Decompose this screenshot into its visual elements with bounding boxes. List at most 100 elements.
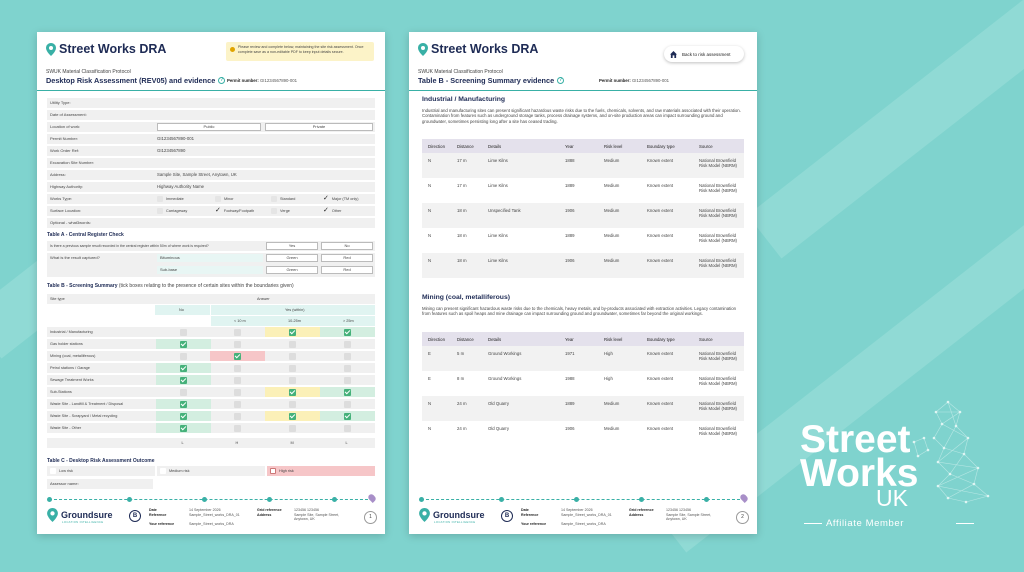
works-major-checkbox[interactable]: ✓ Major (TM only) xyxy=(323,195,359,202)
assessor-name-field[interactable]: Assessor name: xyxy=(47,479,153,489)
screening-checkbox[interactable] xyxy=(180,377,187,384)
low-risk-checkbox[interactable]: Low risk xyxy=(50,466,73,476)
excavation-site-field[interactable]: Excavation Site Number: xyxy=(47,158,375,168)
register-result-row: What is the result captured? Bituminous … xyxy=(47,253,375,277)
protocol-label: SWUK Material Classification Protocol xyxy=(46,69,131,75)
works-immediate-checkbox[interactable]: Immediate xyxy=(157,194,184,204)
table-cell: 1889 xyxy=(565,183,575,188)
screening-checkbox[interactable] xyxy=(289,401,296,408)
affiliate-member-label: Affiliate Member xyxy=(826,518,905,529)
help-icon[interactable]: ? xyxy=(218,77,226,84)
medium-risk-checkbox[interactable]: Medium risk xyxy=(160,466,189,476)
register-no-option[interactable]: No xyxy=(321,242,373,250)
groundsure-logo: Groundsure xyxy=(47,508,113,522)
screening-checkbox[interactable] xyxy=(344,365,351,372)
screening-checkbox[interactable] xyxy=(180,341,187,348)
screening-checkbox[interactable] xyxy=(234,389,241,396)
utility-type-field[interactable]: Utility Type: xyxy=(47,98,375,108)
screening-checkbox[interactable] xyxy=(234,329,241,336)
screening-checkbox[interactable] xyxy=(289,341,296,348)
surface-verge-checkbox[interactable]: Verge xyxy=(271,206,290,216)
screening-checkbox[interactable] xyxy=(234,341,241,348)
screening-checkbox[interactable] xyxy=(234,377,241,384)
column-header: Distance xyxy=(457,143,474,149)
b-corp-seal-icon: B xyxy=(501,510,513,522)
work-order-field[interactable]: Work Order Ref: GI1234567890 xyxy=(47,146,375,156)
register-question-row: Is there a previous sample result record… xyxy=(47,241,375,251)
location-private-option[interactable]: Private xyxy=(265,123,373,131)
screening-checkbox[interactable] xyxy=(289,425,296,432)
screening-checkbox[interactable] xyxy=(344,389,351,396)
screening-checkbox[interactable] xyxy=(234,353,241,360)
screening-checkbox[interactable] xyxy=(289,389,296,396)
table-cell: 1906 xyxy=(565,258,575,263)
screening-checkbox[interactable] xyxy=(180,425,187,432)
check-icon: ✓ xyxy=(215,207,221,214)
location-public-option[interactable]: Public xyxy=(157,123,261,131)
screening-checkbox[interactable] xyxy=(289,413,296,420)
screening-checkbox[interactable] xyxy=(344,341,351,348)
screening-checkbox[interactable] xyxy=(344,353,351,360)
screening-checkbox[interactable] xyxy=(289,329,296,336)
surface-footway-checkbox[interactable]: ✓ Footway/Footpath xyxy=(215,207,255,214)
high-risk-checkbox[interactable]: High risk xyxy=(270,466,294,476)
table-cell: 18 m xyxy=(457,258,467,263)
risk-level-label: L xyxy=(181,441,184,445)
date-of-assessment-field[interactable]: Date of Assessment: xyxy=(47,110,375,120)
surface-carriageway-checkbox[interactable]: Carriageway xyxy=(157,206,187,216)
app-logo: Street Works DRA xyxy=(418,42,538,56)
screening-checkbox[interactable] xyxy=(180,365,187,372)
grid-subheader-row: No Yes (within) xyxy=(47,305,375,315)
works-minor-checkbox[interactable]: Minor xyxy=(215,194,234,204)
screening-checkbox[interactable] xyxy=(344,413,351,420)
screening-checkbox[interactable] xyxy=(234,365,241,372)
subbase-green-option[interactable]: Green xyxy=(266,266,318,274)
section-heading-industrial: Industrial / Manufacturing xyxy=(422,96,506,103)
subbase-red-option[interactable]: Red xyxy=(321,266,373,274)
screening-checkbox[interactable] xyxy=(180,353,187,360)
column-header: Year xyxy=(565,336,574,342)
screening-checkbox[interactable] xyxy=(344,377,351,384)
screening-checkbox[interactable] xyxy=(234,401,241,408)
table-header: Direction Distance Details Year Risk level Bo… xyxy=(422,332,744,346)
table-cell: N xyxy=(428,426,432,431)
screening-row: Waste Site - Other xyxy=(47,423,375,433)
table-cell: Known extent xyxy=(647,426,674,431)
help-icon[interactable]: ? xyxy=(557,77,565,84)
screening-checkbox[interactable] xyxy=(180,413,187,420)
table-cell: Medium xyxy=(604,401,620,406)
table-cell: 17 m xyxy=(457,158,467,163)
permit-number-field[interactable]: Permit Number: GI1234567890-001 xyxy=(47,134,375,144)
bituminous-red-option[interactable]: Red xyxy=(321,254,373,262)
screening-checkbox[interactable] xyxy=(289,377,296,384)
grid-header-row: Site type Answer xyxy=(47,294,375,304)
brand-title: Street Works DRA xyxy=(431,42,539,56)
screening-checkbox[interactable] xyxy=(344,425,351,432)
address-field[interactable]: Address: Sample Site, Sample Street, Anyt… xyxy=(47,170,375,180)
table-cell: National Brownfield Risk Model (NBRM) xyxy=(699,183,737,194)
screening-checkbox[interactable] xyxy=(180,389,187,396)
highway-authority-field[interactable]: Highway Authority: Highway Authority Name xyxy=(47,182,375,192)
works-standard-checkbox[interactable]: Standard xyxy=(271,194,295,204)
screening-row: Gas holder stations xyxy=(47,339,375,349)
page-footer: Groundsure LOCATION INTELLIGENCE B Date … xyxy=(37,493,385,534)
back-to-risk-assessment-button[interactable]: Back to risk assessment xyxy=(664,46,744,62)
screening-checkbox[interactable] xyxy=(234,413,241,420)
screening-checkbox[interactable] xyxy=(180,329,187,336)
screening-checkbox[interactable] xyxy=(344,329,351,336)
screening-checkbox[interactable] xyxy=(180,401,187,408)
screening-checkbox[interactable] xyxy=(344,401,351,408)
screening-checkbox[interactable] xyxy=(234,425,241,432)
table-cell: National Brownfield Risk Model (NBRM) xyxy=(699,233,737,244)
screening-row: Sub-Stations xyxy=(47,387,375,397)
mining-evidence-table: Direction Distance Details Year Risk level Bo… xyxy=(422,332,744,446)
table-cell: Known extent xyxy=(647,208,674,213)
screening-checkbox[interactable] xyxy=(289,353,296,360)
what3words-field[interactable]: Optional - what3words: xyxy=(47,218,375,228)
groundsure-tagline: LOCATION INTELLIGENCE xyxy=(434,520,476,524)
surface-other-checkbox[interactable]: ✓ Other xyxy=(323,207,342,214)
table-row: N 24 m Old Quarry 1889 Medium Known extent Nat… xyxy=(422,396,744,421)
bituminous-green-option[interactable]: Green xyxy=(266,254,318,262)
register-yes-option[interactable]: Yes xyxy=(266,242,318,250)
screening-checkbox[interactable] xyxy=(289,365,296,372)
